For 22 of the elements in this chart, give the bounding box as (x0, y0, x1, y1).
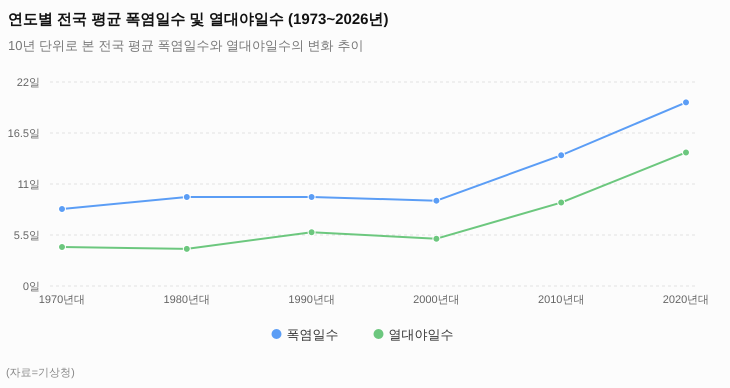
x-tick-label: 2020년대 (662, 294, 710, 306)
y-tick-label: 11일 (18, 179, 40, 191)
x-tick-label: 1970년대 (38, 294, 86, 306)
x-tick-label: 1980년대 (164, 294, 210, 306)
point (557, 151, 566, 160)
y-tick-label: 16.5일 (8, 128, 40, 140)
point (682, 98, 690, 106)
y-tick-label: 22일 (16, 77, 40, 89)
y-tick-label: 0일 (22, 281, 40, 293)
chart-title: 연도별 전국 평균 폭염일수 및 열대야일수 (1973~2026년) (8, 11, 388, 28)
y-tick-label: 5.5일 (14, 230, 40, 242)
x-tick-label: 2000년대 (413, 294, 460, 306)
x-tick-label: 2010년대 (538, 294, 584, 306)
x-tick-label: 1990년대 (288, 294, 335, 306)
text: (자료=기상청) (6, 367, 75, 379)
legend-label: 열대야일수 (388, 327, 454, 342)
legend-label: 폭염일수 (286, 327, 338, 342)
point (308, 228, 316, 236)
point (432, 234, 440, 243)
chart-subtitle: 10년 단위로 본 전국 평균 폭염일수와 열대야일수의 변화 추이 (8, 38, 364, 53)
point (432, 196, 440, 205)
point (182, 244, 191, 253)
